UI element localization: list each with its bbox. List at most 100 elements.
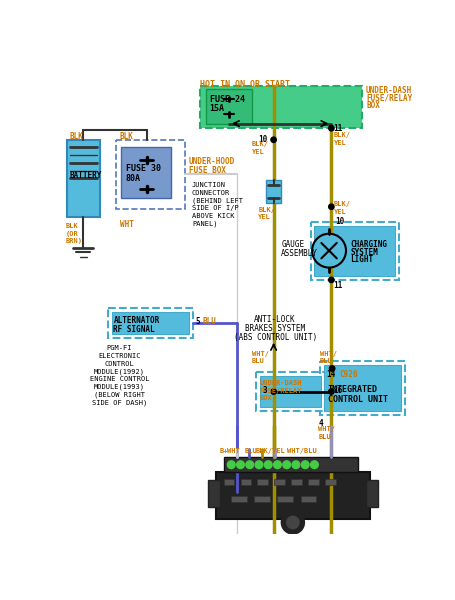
Text: YEL: YEL [258, 214, 271, 220]
Text: WHT/: WHT/ [318, 426, 335, 432]
Text: SYSTEM: SYSTEM [351, 248, 379, 257]
Text: WHT: WHT [228, 448, 240, 454]
Bar [67, 140, 100, 217]
Circle shape [312, 233, 346, 268]
Text: BLU: BLU [245, 448, 258, 454]
Text: BOX: BOX [260, 395, 273, 401]
Text: 14: 14 [326, 370, 335, 379]
Text: FUSE BOX: FUSE BOX [189, 166, 226, 175]
Text: BLK/: BLK/ [334, 132, 351, 138]
Text: ALTERNATOR: ALTERNATOR [113, 316, 160, 325]
Text: (ABS CONTROL UNIT): (ABS CONTROL UNIT) [233, 333, 317, 342]
Text: SIDE OF I/P: SIDE OF I/P [192, 205, 239, 211]
Circle shape [329, 125, 334, 131]
Text: WHT/: WHT/ [320, 351, 337, 357]
Bar [260, 376, 321, 407]
Text: CONTROL UNIT: CONTROL UNIT [328, 395, 388, 404]
Text: C926: C926 [339, 370, 358, 379]
Text: BOX: BOX [366, 101, 380, 110]
Text: 16: 16 [334, 386, 343, 395]
Text: YEL: YEL [252, 149, 265, 155]
Text: 15A: 15A [210, 104, 225, 113]
Bar [258, 479, 268, 485]
Bar [223, 457, 359, 472]
Text: CHARGING: CHARGING [351, 240, 388, 249]
Circle shape [329, 366, 335, 371]
Text: BRAKES SYSTEM: BRAKES SYSTEM [245, 324, 305, 333]
Bar [208, 480, 220, 507]
Circle shape [301, 461, 309, 469]
Circle shape [273, 461, 281, 469]
Text: UNDER-DASH: UNDER-DASH [366, 86, 412, 95]
Text: MODULE(1993): MODULE(1993) [94, 384, 145, 391]
Text: UNDER-DASH: UNDER-DASH [260, 380, 302, 386]
Bar [301, 496, 316, 502]
Text: BLU: BLU [252, 358, 265, 364]
Text: 5: 5 [195, 317, 200, 326]
Text: CONTROL: CONTROL [105, 361, 135, 367]
Text: WHT/BLU: WHT/BLU [288, 448, 317, 454]
Text: BRN): BRN) [66, 238, 83, 244]
Text: BLU: BLU [320, 358, 333, 364]
Text: RF SIGNAL: RF SIGNAL [113, 325, 155, 334]
Text: ELECTRONIC: ELECTRONIC [98, 353, 141, 359]
Text: BATTERY: BATTERY [70, 170, 102, 179]
Text: BLK/: BLK/ [258, 207, 275, 213]
Text: BLU: BLU [318, 434, 331, 440]
Bar [121, 148, 171, 197]
Text: (OR: (OR [66, 230, 78, 236]
Text: PANEL): PANEL) [192, 221, 217, 227]
Text: (BELOW RIGHT: (BELOW RIGHT [94, 392, 145, 398]
Circle shape [329, 204, 334, 209]
Text: BLK/YEL: BLK/YEL [256, 448, 286, 454]
Text: BLK: BLK [66, 223, 78, 229]
Text: 4: 4 [318, 419, 323, 427]
Text: ABOVE KICK: ABOVE KICK [192, 213, 234, 219]
Circle shape [329, 389, 334, 394]
Circle shape [329, 277, 334, 283]
Circle shape [271, 389, 276, 394]
Text: LIGHT: LIGHT [351, 255, 374, 264]
Text: YEL: YEL [334, 140, 346, 146]
Bar [256, 372, 325, 411]
Text: YEL: YEL [334, 209, 346, 215]
Bar [325, 479, 336, 485]
Text: ANTI-LOCK: ANTI-LOCK [254, 314, 296, 323]
Circle shape [281, 511, 304, 534]
Text: 10: 10 [258, 135, 268, 144]
Circle shape [292, 461, 300, 469]
Circle shape [287, 516, 299, 529]
Text: B+: B+ [220, 448, 228, 454]
Bar [320, 361, 404, 415]
Text: MODULE(1992): MODULE(1992) [94, 368, 145, 375]
Circle shape [246, 461, 253, 469]
Text: WHT: WHT [120, 220, 133, 229]
Text: HOT IN ON OR START: HOT IN ON OR START [201, 80, 290, 89]
Bar [116, 140, 185, 209]
Text: ENGINE CONTROL: ENGINE CONTROL [90, 376, 149, 382]
Bar [278, 496, 293, 502]
Circle shape [237, 461, 244, 469]
Text: GAUGE: GAUGE [281, 240, 304, 249]
Circle shape [271, 137, 276, 142]
Bar [241, 479, 251, 485]
Text: 11: 11 [334, 281, 343, 290]
Circle shape [228, 461, 235, 469]
Bar [216, 472, 370, 518]
Text: 10: 10 [335, 217, 344, 226]
Bar [108, 308, 193, 338]
Text: BLK/: BLK/ [334, 202, 351, 208]
Bar [308, 479, 319, 485]
Bar [314, 226, 395, 276]
Bar [223, 479, 234, 485]
Bar [266, 180, 281, 203]
Text: FUSE/RELAY: FUSE/RELAY [260, 388, 302, 394]
Bar [254, 496, 270, 502]
Text: INTEGRATED: INTEGRATED [328, 385, 378, 394]
Text: ASSEMBLY: ASSEMBLY [281, 249, 318, 258]
Text: FUSE 24: FUSE 24 [210, 95, 245, 104]
Text: FUSE 30: FUSE 30 [126, 164, 161, 173]
Text: WHT/: WHT/ [252, 351, 269, 357]
Bar [112, 312, 189, 334]
Text: 3: 3 [262, 386, 267, 395]
